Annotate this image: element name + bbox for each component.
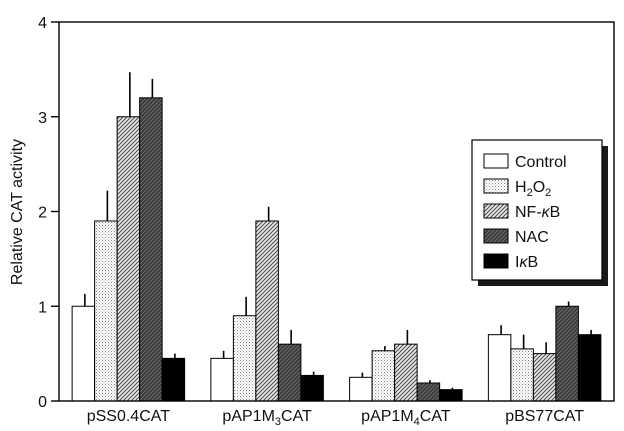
bar-series (71, 72, 602, 402)
bar (394, 343, 418, 402)
legend-label: Control (515, 154, 567, 171)
y-tick-label: 2 (38, 205, 47, 222)
bar (210, 357, 234, 402)
y-tick-label: 4 (38, 15, 47, 32)
plot-frame (58, 21, 615, 402)
legend-label: H2O2 (515, 179, 551, 199)
bar (161, 357, 186, 402)
legend-swatch (483, 253, 509, 269)
bar (232, 315, 257, 402)
legend-swatch (483, 228, 509, 244)
bar (255, 220, 279, 402)
bar (371, 350, 396, 402)
y-tick-label: 0 (38, 394, 47, 411)
x-axis-labels: pSS0.4CAT pAP1M3CAT pAP1M4CAT pBS77CAT (87, 408, 585, 428)
y-axis: 0 1 2 3 4 (38, 15, 59, 411)
y-tick-label: 3 (38, 110, 47, 127)
bar (300, 374, 324, 402)
legend-label: IκB (515, 254, 538, 271)
y-axis-title: Relative CAT activity (9, 139, 26, 285)
legend-swatch (483, 203, 509, 219)
bar (532, 353, 557, 402)
bar (139, 97, 163, 402)
legend: Control H2O2 NF-κB NAC IκB (471, 139, 608, 286)
bar (439, 389, 463, 402)
bar (349, 376, 373, 402)
x-tick-label: pAP1M4CAT (361, 408, 451, 428)
legend-swatch (483, 178, 509, 194)
legend-swatch (483, 153, 509, 169)
y-tick-label: 1 (38, 299, 47, 316)
bar (577, 334, 602, 402)
bar (94, 220, 118, 402)
bar (277, 343, 302, 402)
x-tick-label: pAP1M3CAT (222, 408, 312, 428)
x-tick-label: pBS77CAT (505, 408, 584, 425)
bar (71, 305, 96, 402)
bar (416, 382, 441, 402)
bar (555, 305, 579, 402)
bar (510, 348, 534, 402)
bar (487, 334, 512, 402)
bar (116, 116, 141, 402)
x-tick-label: pSS0.4CAT (87, 408, 171, 425)
legend-label: NF-κB (515, 204, 560, 221)
legend-label: NAC (515, 229, 549, 246)
